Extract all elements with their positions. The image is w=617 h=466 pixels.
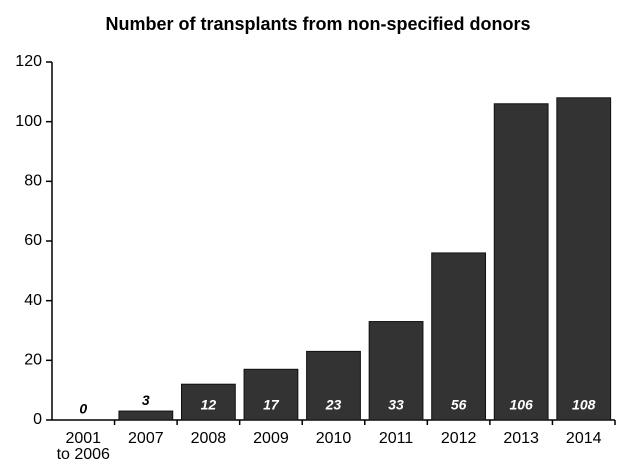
x-tick-label: 2007 <box>128 430 164 447</box>
y-tick-label: 20 <box>24 352 42 369</box>
x-tick-label: 2012 <box>440 430 477 447</box>
y-tick-label: 0 <box>33 411 42 428</box>
y-tick-label: 100 <box>15 113 42 130</box>
bar <box>243 368 299 421</box>
y-tick-label: 80 <box>24 173 42 190</box>
value-label: 3 <box>142 392 150 408</box>
x-tick-label: 2008 <box>190 430 227 447</box>
bar <box>431 252 487 421</box>
bar <box>180 383 236 421</box>
y-tick-label: 60 <box>24 232 42 249</box>
value-label: 0 <box>79 401 87 417</box>
value-label: 17 <box>263 397 280 413</box>
value-label: 108 <box>572 397 596 413</box>
x-tick-label: 2013 <box>503 430 539 447</box>
bar <box>493 103 549 421</box>
value-label: 23 <box>325 397 342 413</box>
bar <box>306 350 361 421</box>
x-tick-label: 2001 to 2006 <box>56 430 110 463</box>
value-label: 12 <box>201 397 217 413</box>
x-tick-label: 2009 <box>253 430 289 447</box>
x-tick-label: 2010 <box>315 430 352 447</box>
bar <box>118 410 174 421</box>
bar <box>368 321 424 421</box>
value-label: 56 <box>451 397 467 413</box>
bar <box>556 97 612 421</box>
value-label: 106 <box>509 397 533 413</box>
value-label: 33 <box>388 397 404 413</box>
y-tick-label: 40 <box>24 292 42 309</box>
x-tick-label: 2011 <box>378 430 414 447</box>
x-tick-label: 2014 <box>565 430 602 447</box>
chart-title: Number of transplants from non-specified… <box>105 14 530 34</box>
y-tick-label: 120 <box>15 53 42 70</box>
